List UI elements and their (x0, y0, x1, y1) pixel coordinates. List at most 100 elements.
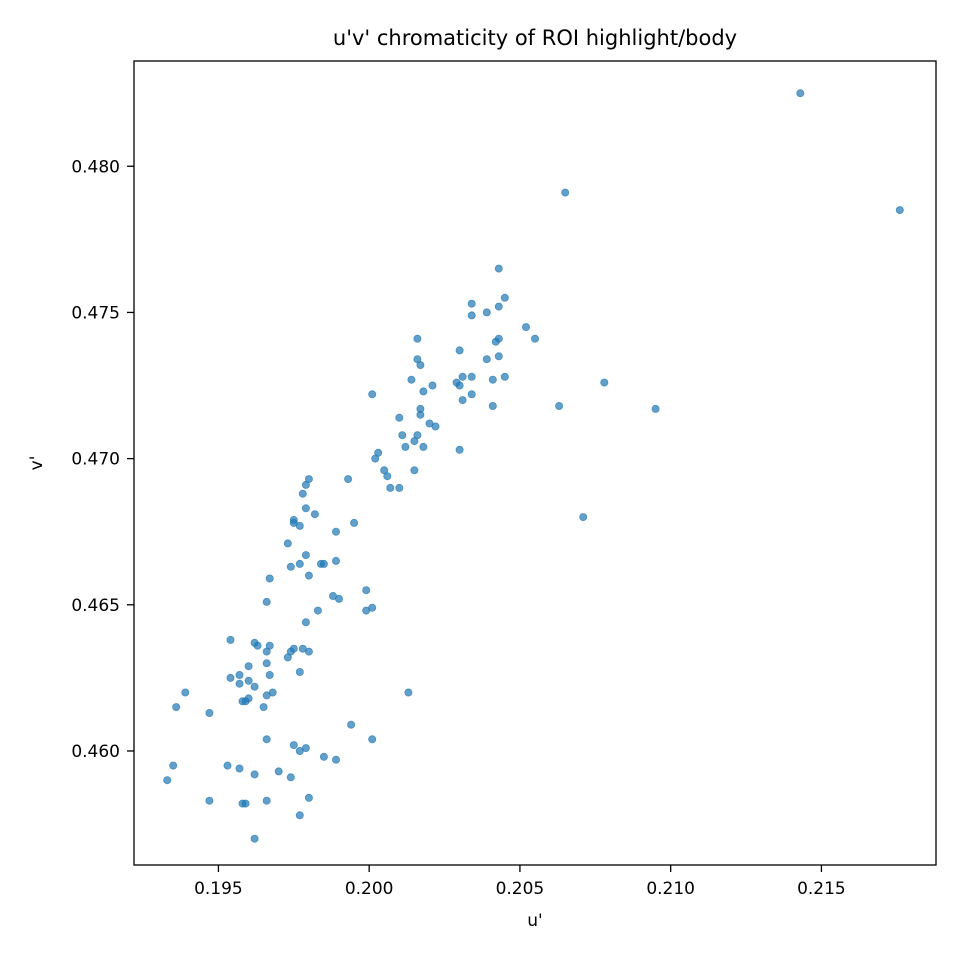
data-point (488, 375, 497, 384)
data-point (494, 352, 503, 361)
data-point (244, 676, 253, 685)
data-point (331, 527, 340, 536)
data-point (244, 662, 253, 671)
y-tick-label: 0.460 (71, 742, 120, 762)
data-point (419, 387, 428, 396)
data-point (386, 483, 395, 492)
data-point (401, 442, 410, 451)
data-point (283, 539, 292, 548)
data-point (262, 647, 271, 656)
points-layer (163, 89, 904, 843)
data-point (295, 811, 304, 820)
data-point (395, 413, 404, 422)
data-point (651, 404, 660, 413)
data-point (416, 410, 425, 419)
data-point (289, 741, 298, 750)
data-point (368, 390, 377, 399)
data-point (419, 442, 428, 451)
data-point (467, 390, 476, 399)
data-point (205, 796, 214, 805)
data-point (413, 334, 422, 343)
data-point (368, 735, 377, 744)
chart-title: u'v' chromaticity of ROI highlight/body (333, 26, 737, 50)
data-point (371, 454, 380, 463)
data-point (181, 688, 190, 697)
data-point (238, 799, 247, 808)
data-point (310, 510, 319, 519)
y-tick-label: 0.465 (71, 596, 120, 616)
data-point (262, 691, 271, 700)
data-point (458, 396, 467, 405)
data-point (500, 293, 509, 302)
data-point (301, 504, 310, 513)
data-point (226, 635, 235, 644)
data-point (428, 381, 437, 390)
x-axis-ticks: 0.195 0.200 0.205 0.210 0.215 (194, 865, 846, 899)
data-point (295, 747, 304, 756)
data-point (274, 767, 283, 776)
data-point (344, 475, 353, 484)
data-point (407, 375, 416, 384)
data-point (250, 834, 259, 843)
data-point (319, 752, 328, 761)
data-point (458, 372, 467, 381)
data-point (579, 513, 588, 522)
data-point (286, 562, 295, 571)
data-point (262, 796, 271, 805)
data-point (235, 671, 244, 680)
data-point (425, 419, 434, 428)
data-point (265, 671, 274, 680)
data-point (383, 472, 392, 481)
data-point (304, 793, 313, 802)
data-point (319, 559, 328, 568)
data-point (265, 574, 274, 583)
y-tick-label: 0.480 (71, 157, 120, 177)
data-point (205, 709, 214, 718)
y-tick-label: 0.470 (71, 450, 120, 470)
data-point (895, 206, 904, 215)
data-point (304, 571, 313, 580)
data-point (241, 697, 250, 706)
data-point (347, 720, 356, 729)
data-point (298, 489, 307, 498)
data-point (262, 659, 271, 668)
data-point (600, 378, 609, 387)
data-point (301, 480, 310, 489)
x-tick-label: 0.210 (646, 879, 695, 899)
data-point (410, 466, 419, 475)
data-point (226, 673, 235, 682)
data-point (331, 556, 340, 565)
data-point (331, 755, 340, 764)
data-point (250, 770, 259, 779)
data-point (301, 618, 310, 627)
data-point (235, 679, 244, 688)
x-tick-label: 0.200 (345, 879, 394, 899)
data-point (531, 334, 540, 343)
x-axis-label: u' (527, 911, 542, 931)
y-axis-label: v' (27, 456, 47, 471)
data-point (467, 299, 476, 308)
data-point (286, 773, 295, 782)
data-point (488, 401, 497, 410)
data-point (223, 761, 232, 770)
data-point (172, 703, 181, 712)
x-tick-label: 0.205 (496, 879, 545, 899)
data-point (467, 372, 476, 381)
data-point (235, 764, 244, 773)
data-point (262, 597, 271, 606)
data-point (561, 188, 570, 197)
data-point (250, 682, 259, 691)
data-point (304, 647, 313, 656)
x-tick-label: 0.195 (194, 879, 243, 899)
data-point (283, 653, 292, 662)
data-point (404, 688, 413, 697)
data-point (253, 641, 262, 650)
data-point (491, 337, 500, 346)
plot-frame (133, 60, 937, 866)
x-tick-label: 0.215 (797, 879, 846, 899)
y-axis-ticks: 0.460 0.465 0.470 0.475 0.480 (71, 157, 134, 762)
data-point (295, 521, 304, 530)
data-point (295, 668, 304, 677)
